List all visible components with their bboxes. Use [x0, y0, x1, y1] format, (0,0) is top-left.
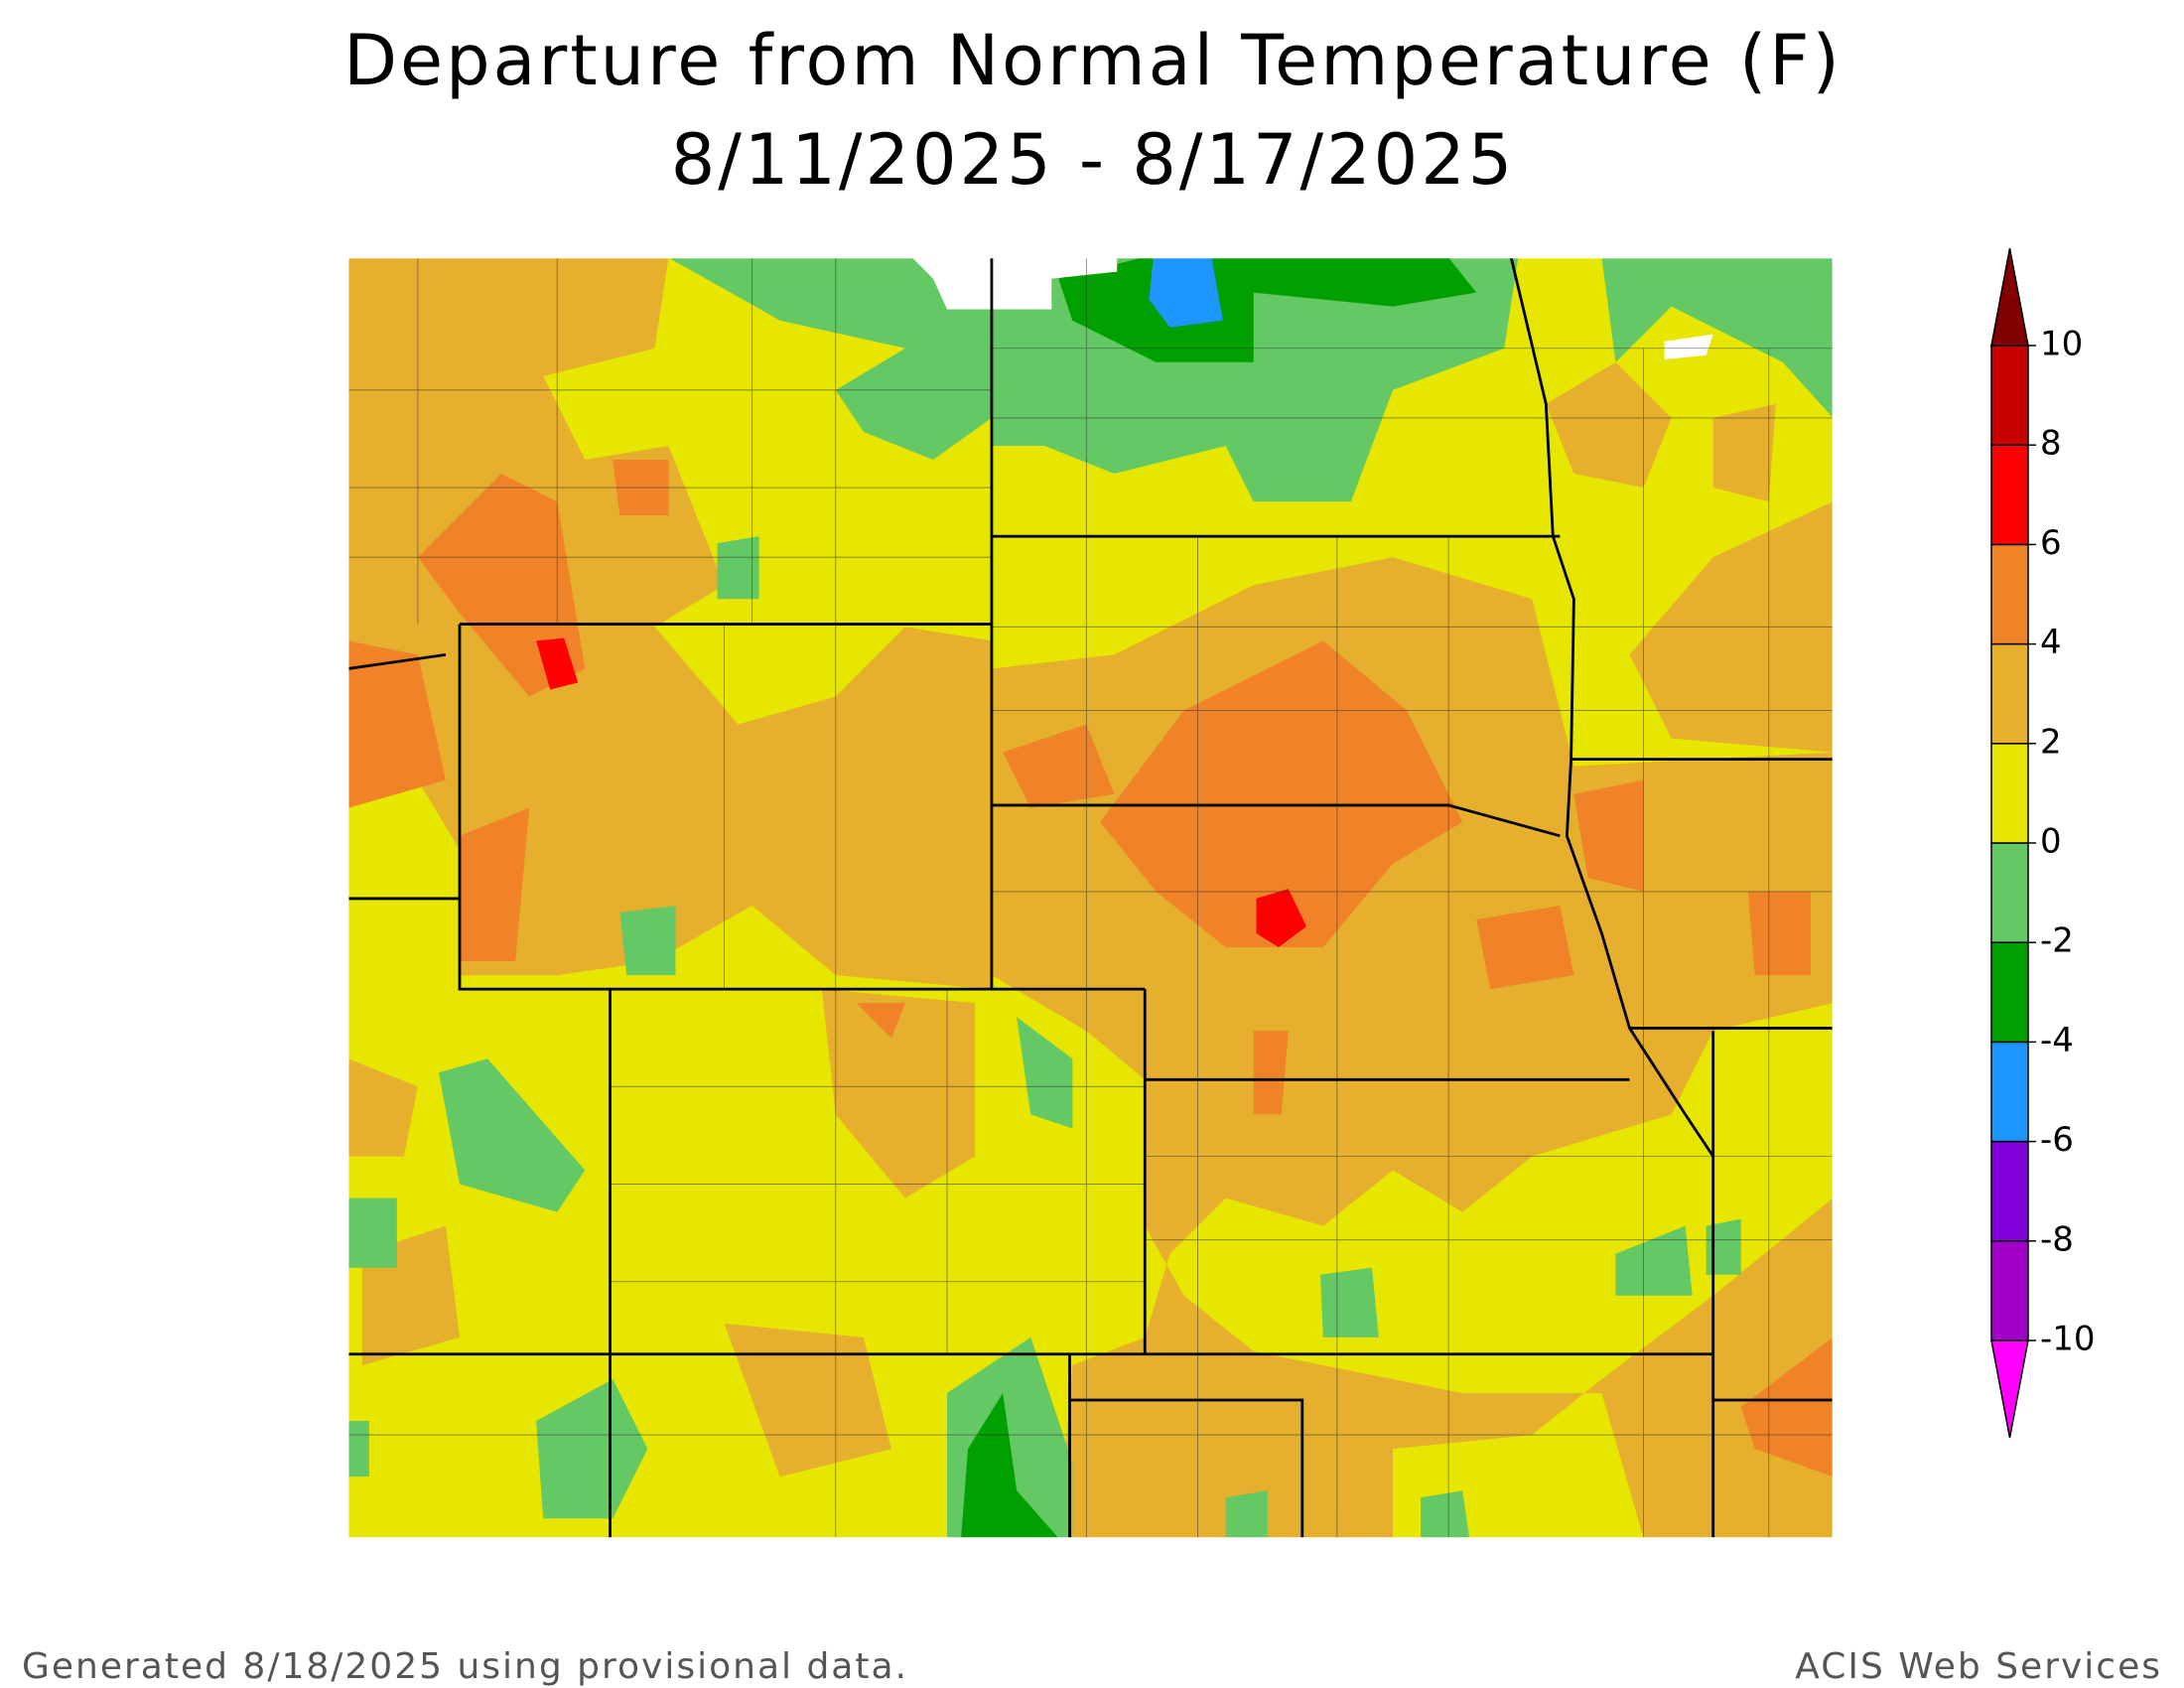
- footer-right: ACIS Web Services: [1795, 1646, 2162, 1687]
- colorbar-bin: [1990, 1140, 2029, 1242]
- colorbar-bin: [1990, 345, 2029, 446]
- colorbar: -10 -8 -6 -4 -2 0 2 4 6 8 10: [1990, 247, 2096, 1439]
- colorbar-label: -2: [2040, 921, 2074, 961]
- colorbar-label: -10: [2040, 1320, 2096, 1359]
- title-line: 8/11/2025 - 8/17/2025: [671, 119, 1516, 201]
- colorbar-label: 8: [2040, 424, 2062, 464]
- county-lines: [347, 257, 1834, 1538]
- colorbar-label: -8: [2040, 1219, 2074, 1259]
- colorbar-label: -4: [2040, 1021, 2074, 1060]
- no-data: [911, 257, 1713, 359]
- colorbar-bin: [1990, 743, 2029, 844]
- colorbar-bin: [1990, 543, 2029, 645]
- coldest-region: [1149, 257, 1223, 328]
- hottest-region: [536, 637, 1307, 948]
- map: [347, 256, 1835, 1539]
- state-borders: [347, 257, 1834, 1538]
- colorbar-bin: [1990, 444, 2029, 546]
- colorbar-bin: [1990, 941, 2029, 1044]
- colorbar-bin: [1990, 1041, 2029, 1143]
- footer-left: Generated 8/18/2025 using provisional da…: [22, 1646, 908, 1687]
- colorbar-bin: [1990, 1240, 2029, 1341]
- colorbar-label: 6: [2040, 523, 2062, 563]
- colorbar-label: 4: [2040, 623, 2062, 662]
- colorbar-bin: [1990, 642, 2029, 745]
- colorbar-under: [1990, 1339, 2029, 1439]
- hot-region: [347, 459, 1834, 1477]
- colorbar-over: [1990, 247, 2029, 347]
- colorbar-bin: [1990, 842, 2029, 943]
- colorbar-label: 2: [2040, 722, 2062, 762]
- map-frame: [347, 256, 1835, 1539]
- colorbar-label: 10: [2040, 325, 2083, 364]
- title-line: Departure from Normal Temperature (F): [343, 20, 1843, 101]
- colorbar-label: 0: [2040, 822, 2062, 862]
- colorbar-label: -6: [2040, 1120, 2074, 1160]
